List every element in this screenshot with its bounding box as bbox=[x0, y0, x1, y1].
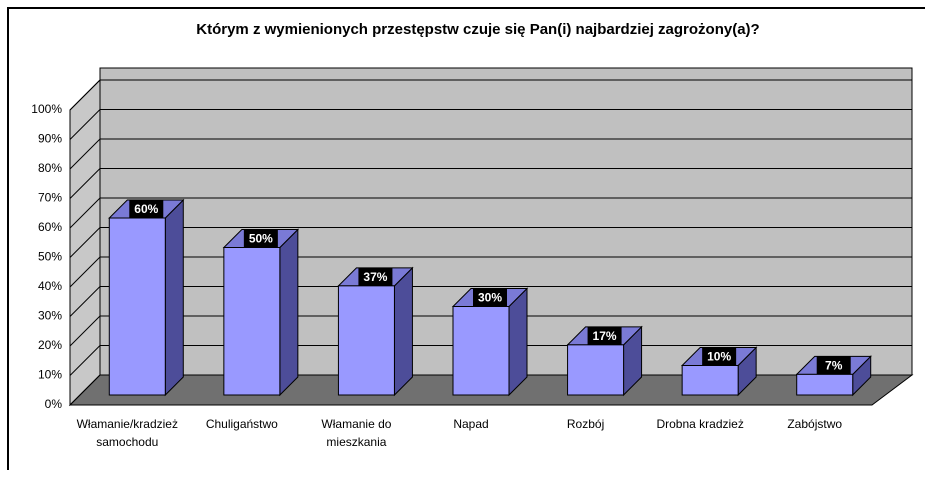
bar-side bbox=[393, 266, 413, 397]
grid-line bbox=[69, 138, 101, 170]
value-label-box bbox=[702, 347, 737, 366]
grid-line bbox=[69, 286, 101, 317]
y-tick-label: 60% bbox=[38, 220, 62, 234]
x-tick-label: Rozbój bbox=[566, 417, 605, 431]
bar bbox=[567, 344, 625, 396]
grid-line bbox=[69, 227, 101, 258]
value-label: 30% bbox=[478, 291, 502, 305]
bar bbox=[108, 217, 166, 396]
value-label: 10% bbox=[707, 350, 731, 364]
x-tick-label: Włamanie/kradzież samochodu bbox=[76, 417, 178, 449]
y-tick-label: 20% bbox=[38, 338, 62, 352]
grid-line bbox=[69, 345, 101, 376]
y-tick-label: 30% bbox=[38, 309, 62, 323]
chart-title: Którym z wymienionych przestępstw czuje … bbox=[196, 21, 759, 38]
value-label-box bbox=[816, 356, 851, 375]
grid-line bbox=[69, 79, 101, 111]
grid-line bbox=[69, 374, 101, 406]
value-label-box bbox=[358, 267, 393, 286]
bar bbox=[681, 365, 739, 396]
y-tick-label: 90% bbox=[38, 132, 62, 146]
y-tick-label: 100% bbox=[31, 102, 62, 116]
grid-line bbox=[69, 109, 101, 140]
value-label: 7% bbox=[825, 359, 843, 373]
value-label: 50% bbox=[249, 232, 273, 246]
x-tick-label: Włamanie do mieszkania bbox=[321, 417, 392, 449]
y-tick-label: 0% bbox=[45, 397, 63, 411]
bar bbox=[796, 373, 854, 396]
bar-side bbox=[279, 228, 299, 397]
y-tick-label: 10% bbox=[38, 368, 62, 382]
grid-line bbox=[69, 168, 101, 199]
grid-line bbox=[69, 315, 101, 347]
value-label-box bbox=[129, 200, 164, 218]
y-tick-label: 70% bbox=[38, 191, 62, 205]
bar bbox=[337, 285, 395, 396]
value-label-box bbox=[587, 326, 622, 345]
value-label-box bbox=[243, 229, 278, 248]
value-label: 17% bbox=[593, 329, 617, 343]
frame bbox=[7, 7, 925, 470]
value-label-box bbox=[473, 288, 507, 307]
x-tick-label: Chuligaństwo bbox=[205, 417, 278, 431]
grid-line bbox=[69, 197, 101, 229]
y-tick-label: 40% bbox=[38, 279, 62, 293]
value-label: 60% bbox=[134, 202, 158, 216]
y-tick-label: 50% bbox=[38, 250, 62, 264]
x-tick-label: Napad bbox=[453, 417, 489, 431]
value-label: 37% bbox=[363, 270, 387, 284]
bar-side bbox=[164, 198, 184, 397]
x-tick-label: Drobna kradzież bbox=[656, 417, 744, 431]
grid-line bbox=[69, 256, 101, 288]
bar bbox=[452, 306, 510, 396]
x-tick-label: Zabójstwo bbox=[787, 417, 843, 431]
y-tick-label: 80% bbox=[38, 161, 62, 175]
bar bbox=[223, 247, 281, 396]
